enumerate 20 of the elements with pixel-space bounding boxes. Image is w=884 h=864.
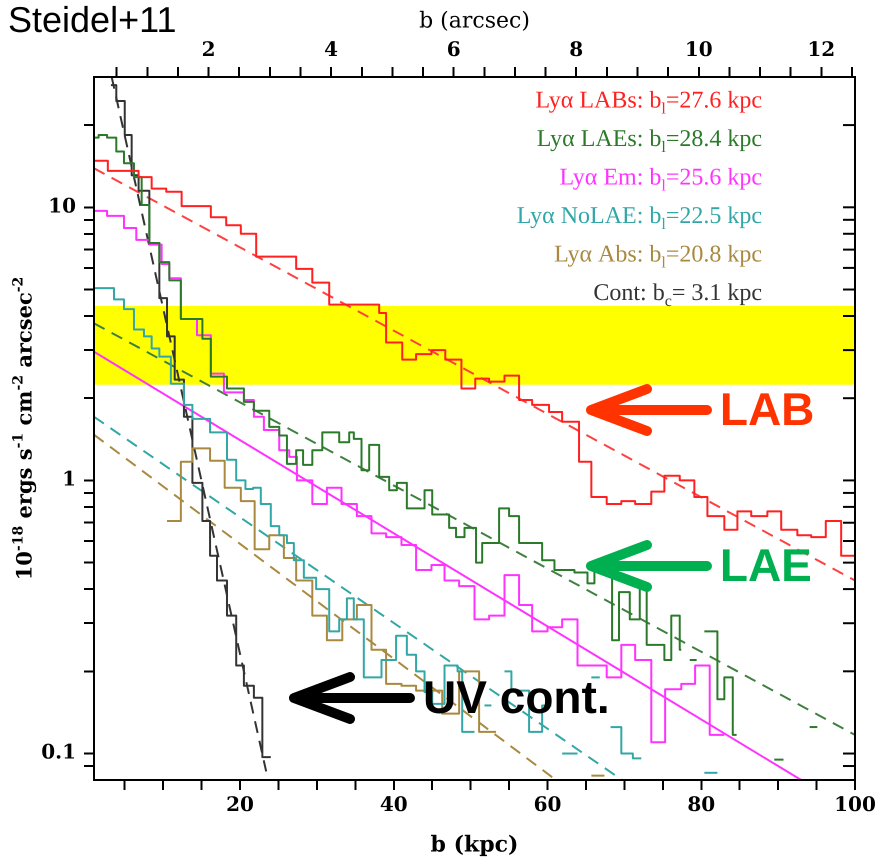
x2-axis-title: b (arcsec) [419,8,530,34]
x2-tick-label: 8 [569,37,584,62]
x2-tick-label: 4 [324,37,338,62]
x2-tick-label: 6 [446,37,461,62]
x2-tick-label: 12 [807,37,836,62]
x2-tick-label: 2 [202,37,216,62]
x-tick-label: 100 [834,792,876,816]
y-tick-label: 10 [48,194,76,218]
annotation: LAB [720,382,814,435]
x-axis-title: b (kpc) [430,832,518,858]
x-tick-label: 40 [380,792,408,816]
chart-title: Steidel+11 [8,0,176,40]
y-tick-label: 1 [62,466,76,491]
annotation: LAE [720,538,812,591]
x-tick-label: 60 [534,792,562,816]
x-tick-label: 20 [226,792,254,816]
y-tick-label: 0.1 [41,740,76,764]
y-axis-title: 10-18 ergs s-1 cm-2 arcsec-2 [10,276,36,580]
x2-tick-label: 10 [684,37,713,62]
x-tick-label: 80 [687,792,716,816]
